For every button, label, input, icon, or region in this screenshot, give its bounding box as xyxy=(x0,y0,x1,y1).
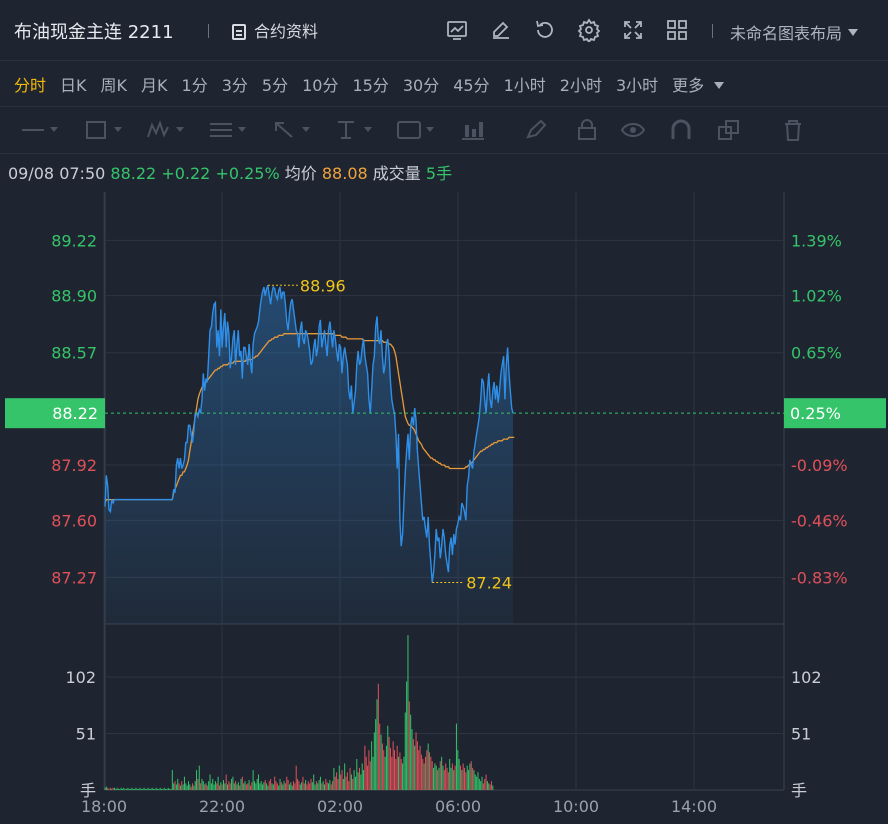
header-bar: 布油现金主连 2211 合约资料 未命名图表布局 xyxy=(0,0,888,61)
indicator-tool-icon[interactable] xyxy=(460,119,486,141)
volume-unit-right: 手 xyxy=(791,781,807,800)
layout-label: 未命名图表布局 xyxy=(730,24,843,43)
y-right-tick-label: -0.46% xyxy=(791,511,848,530)
fullscreen-icon[interactable] xyxy=(621,18,645,42)
drawing-toolbar xyxy=(0,106,888,154)
high-marker-label: 88.96 xyxy=(300,276,346,295)
tab-period-1[interactable]: 日K xyxy=(60,76,87,95)
y-left-tick-label: 89.22 xyxy=(51,231,97,250)
y-left-tick-label: 87.60 xyxy=(51,511,97,530)
y-left-tick-label: 88.57 xyxy=(51,344,97,363)
tab-period-11[interactable]: 1小时 xyxy=(503,76,546,95)
header-icon-group xyxy=(445,18,689,44)
chevron-down-icon xyxy=(714,82,725,89)
tab-period-12[interactable]: 2小时 xyxy=(559,76,602,95)
tab-period-2[interactable]: 周K xyxy=(100,76,128,95)
wave-tool-icon[interactable] xyxy=(146,119,184,141)
y-right-tick-label: 0.65% xyxy=(791,344,842,363)
avg-value: 88.08 xyxy=(321,164,368,183)
line-tool-icon[interactable] xyxy=(20,119,58,141)
copy-icon[interactable] xyxy=(716,119,742,141)
layout-dropdown[interactable]: 未命名图表布局 xyxy=(730,20,859,44)
quote-info-line: 09/08 07:50 88.22 +0.22 +0.25% 均价 88.08 … xyxy=(8,160,452,184)
volume-right-tick-label: 51 xyxy=(791,725,811,744)
tab-period-8[interactable]: 15分 xyxy=(352,76,389,95)
y-right-tick-label: 1.02% xyxy=(791,287,842,306)
reset-icon[interactable] xyxy=(533,18,557,42)
tab-period-5[interactable]: 3分 xyxy=(221,76,248,95)
y-right-tick-label: -0.83% xyxy=(791,568,848,587)
x-tick-label: 06:00 xyxy=(435,797,481,816)
tab-period-6[interactable]: 5分 xyxy=(261,76,289,95)
volume-value: 5手 xyxy=(425,164,453,183)
current-price-badge-left xyxy=(5,398,105,429)
quote-datetime: 09/08 07:50 xyxy=(8,164,106,183)
quote-price: 88.22 xyxy=(110,164,157,183)
current-price-badge-right-text: 0.25% xyxy=(790,404,841,423)
low-marker-label: 87.24 xyxy=(466,574,512,593)
brush-icon[interactable] xyxy=(524,119,550,141)
text-cursor-tool-icon[interactable] xyxy=(334,119,372,141)
rectangle-tool-icon[interactable] xyxy=(84,119,122,141)
current-price-badge-right xyxy=(784,398,886,429)
y-right-tick-label: 1.39% xyxy=(791,231,842,250)
quote-change-pct: +0.25% xyxy=(215,164,280,183)
tab-period-7[interactable]: 10分 xyxy=(302,76,339,95)
y-right-tick-label: -0.09% xyxy=(791,456,848,475)
volume-right-tick-label: 102 xyxy=(791,668,822,687)
price-line xyxy=(104,285,514,583)
x-tick-label: 10:00 xyxy=(553,797,599,816)
current-price-badge-left-text: 88.22 xyxy=(52,404,98,423)
eye-icon[interactable] xyxy=(620,119,646,141)
grid-layout-icon[interactable] xyxy=(665,18,689,42)
volume-left-tick-label: 102 xyxy=(65,668,96,687)
tab-period-3[interactable]: 月K xyxy=(141,76,168,95)
lock-icon[interactable] xyxy=(574,119,600,141)
avg-label: 均价 xyxy=(284,164,317,183)
settings-icon[interactable] xyxy=(577,18,601,44)
document-icon xyxy=(232,24,246,40)
chart-icon[interactable] xyxy=(445,18,469,42)
header-divider xyxy=(208,24,209,38)
tab-period-0[interactable]: 分时 xyxy=(14,76,47,95)
volume-unit-left: 手 xyxy=(80,781,96,800)
magnet-icon[interactable] xyxy=(668,119,694,141)
period-tabs: 分时 日K 周K 月K 1分 3分 5分 10分 15分 30分 45分 1小时 2小时 3小时 更多 xyxy=(0,62,888,106)
y-left-tick-label: 88.90 xyxy=(51,287,97,306)
quote-change: +0.22 xyxy=(161,164,211,183)
price-area-fill xyxy=(105,285,513,624)
x-tick-label: 02:00 xyxy=(317,797,363,816)
x-tick-label: 18:00 xyxy=(81,797,127,816)
chevron-down-icon xyxy=(848,29,859,36)
trash-icon[interactable] xyxy=(780,119,806,141)
more-periods-label: 更多 xyxy=(672,76,705,95)
edit-icon[interactable] xyxy=(489,18,513,42)
fib-tool-icon[interactable] xyxy=(208,119,246,141)
volume-left-tick-label: 51 xyxy=(76,725,96,744)
x-tick-label: 22:00 xyxy=(199,797,245,816)
y-left-tick-label: 87.27 xyxy=(51,568,97,587)
intraday-chart[interactable]: 18:00 22:00 02:00 06:00 10:00 14:00 89.22 1.39%… xyxy=(0,184,888,824)
contract-info-button[interactable]: 合约资料 xyxy=(232,18,318,42)
contract-info-label: 合约资料 xyxy=(254,22,319,41)
contract-title: 布油现金主连 2211 xyxy=(14,22,174,43)
tab-period-9[interactable]: 30分 xyxy=(402,76,440,95)
tab-period-13[interactable]: 3小时 xyxy=(615,76,659,95)
arrow-tool-icon[interactable] xyxy=(272,119,310,141)
header-divider-right xyxy=(712,24,713,38)
x-tick-label: 14:00 xyxy=(671,797,717,816)
tab-period-4[interactable]: 1分 xyxy=(181,76,208,95)
text-box-tool-icon[interactable] xyxy=(396,119,434,141)
volume-label: 成交量 xyxy=(372,164,421,183)
more-periods-dropdown[interactable]: 更多 xyxy=(672,72,725,96)
tab-period-10[interactable]: 45分 xyxy=(453,76,490,95)
y-left-tick-label: 87.92 xyxy=(51,456,97,475)
